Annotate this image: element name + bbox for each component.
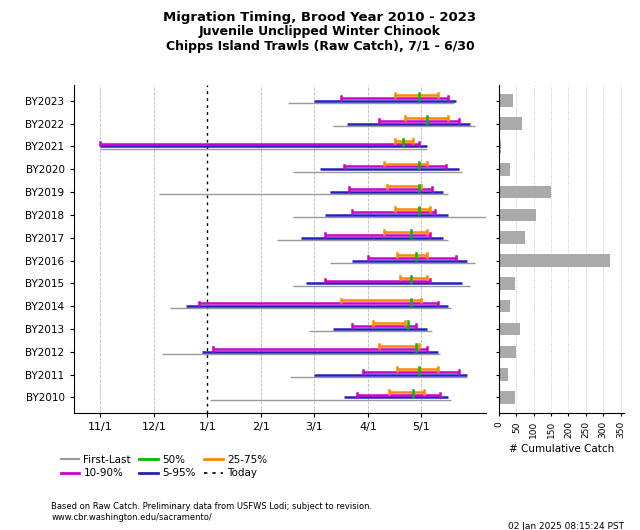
Bar <box>499 277 515 289</box>
Bar <box>499 300 509 312</box>
Text: 02 Jan 2025 08:15:24 PST: 02 Jan 2025 08:15:24 PST <box>508 522 624 530</box>
Bar <box>499 254 610 267</box>
Bar <box>499 186 551 198</box>
Bar <box>499 391 515 404</box>
Bar <box>499 232 525 244</box>
Bar <box>499 323 520 335</box>
Text: Based on Raw Catch. Preliminary data from USFWS Lodi; subject to revision.
www.c: Based on Raw Catch. Preliminary data fro… <box>51 502 372 522</box>
Text: Chipps Island Trawls (Raw Catch), 7/1 - 6/30: Chipps Island Trawls (Raw Catch), 7/1 - … <box>166 40 474 54</box>
Bar <box>499 163 509 175</box>
Bar <box>499 346 516 358</box>
Bar <box>499 368 508 381</box>
Text: Juvenile Unclipped Winter Chinook: Juvenile Unclipped Winter Chinook <box>199 25 441 39</box>
Text: Migration Timing, Brood Year 2010 - 2023: Migration Timing, Brood Year 2010 - 2023 <box>163 11 477 24</box>
Legend: First-Last, 10-90%, 50%, 5-95%, 25-75%, Today: First-Last, 10-90%, 50%, 5-95%, 25-75%, … <box>56 451 271 482</box>
Bar <box>499 94 513 107</box>
Bar <box>499 140 501 153</box>
Bar <box>499 209 536 221</box>
Bar <box>499 117 522 130</box>
X-axis label: # Cumulative Catch: # Cumulative Catch <box>509 444 614 454</box>
